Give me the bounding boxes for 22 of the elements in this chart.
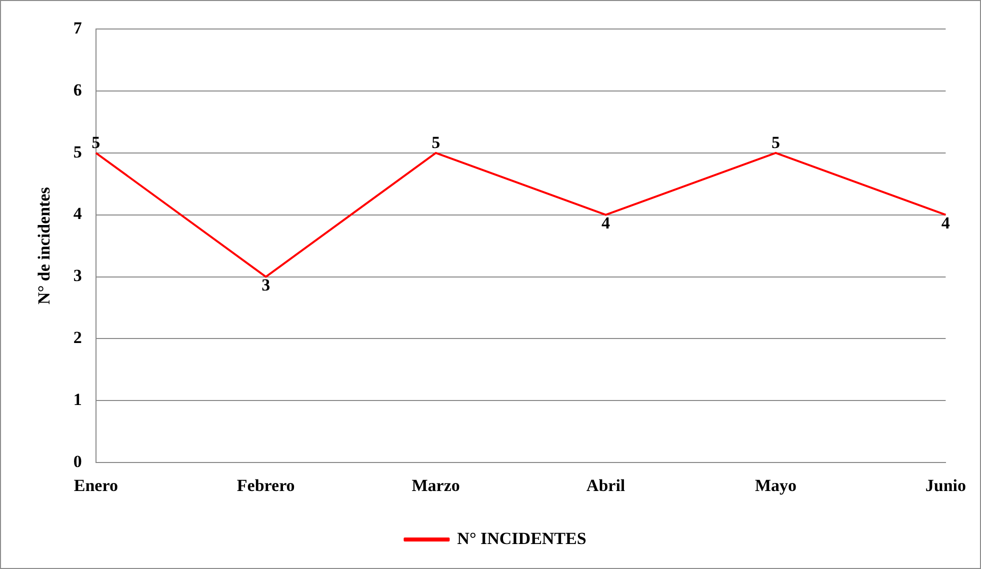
x-tick-label: Febrero (236, 476, 295, 496)
data-label: 5 (92, 132, 100, 152)
y-tick-label: 6 (73, 80, 82, 100)
x-tick-label: Mayo (754, 476, 796, 496)
data-label: 4 (602, 214, 611, 233)
data-label: 5 (771, 132, 780, 152)
y-tick-label: 1 (73, 390, 82, 410)
data-label: 4 (941, 214, 950, 233)
y-axis-title: N° de incidentes (34, 186, 54, 304)
data-label: 3 (262, 276, 270, 295)
x-tick-label: Abril (586, 476, 626, 496)
y-tick-label: 0 (73, 452, 82, 471)
y-tick-label: 5 (73, 142, 82, 162)
x-tick-label: Junio (925, 476, 966, 496)
legend-label: N° INCIDENTES (457, 528, 586, 548)
data-label: 5 (432, 132, 440, 152)
y-tick-label: 4 (73, 204, 82, 224)
y-tick-label: 3 (73, 266, 82, 286)
x-tick-label: Marzo (412, 476, 460, 496)
y-tick-label: 7 (73, 18, 82, 38)
y-tick-label: 2 (73, 328, 82, 348)
x-tick-label: Enero (74, 476, 118, 496)
